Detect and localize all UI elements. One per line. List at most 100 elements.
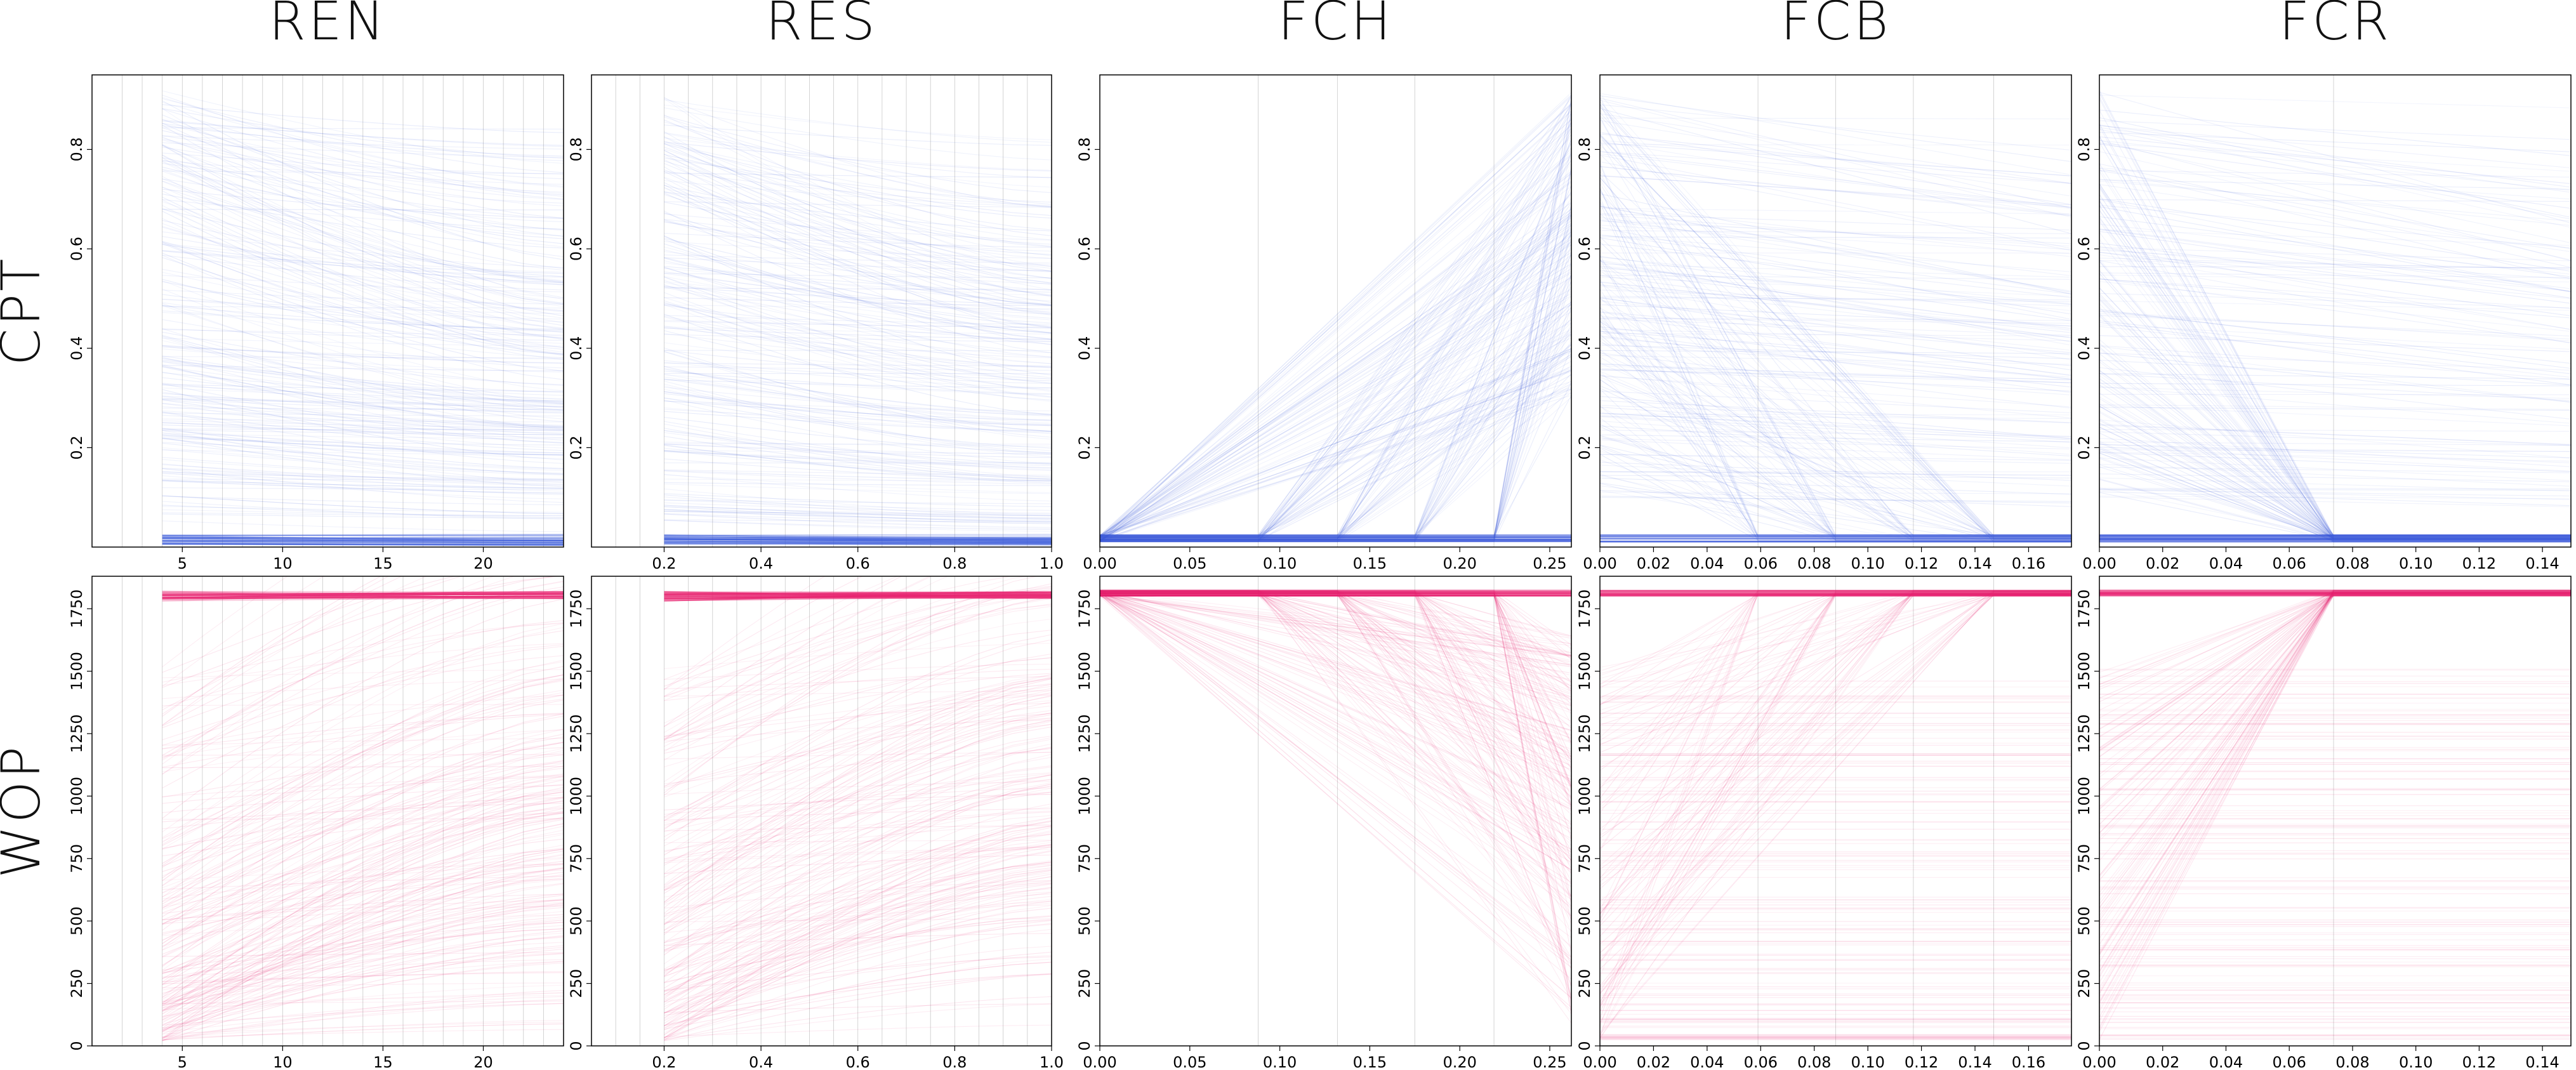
y-tick-label: 1500 xyxy=(1076,652,1093,690)
series-line xyxy=(2099,593,2571,876)
series-line xyxy=(664,781,1052,795)
series-line xyxy=(2099,347,2571,540)
series-line xyxy=(664,430,1052,465)
series-line xyxy=(664,536,1052,542)
series-line xyxy=(162,798,564,849)
series-line xyxy=(2099,393,2571,395)
series-line xyxy=(1600,454,2071,541)
series-line xyxy=(162,480,564,494)
series-line xyxy=(162,866,564,1032)
series-line xyxy=(2099,384,2571,539)
series-line xyxy=(162,689,564,864)
x-tick-label: 0.25 xyxy=(1533,555,1566,572)
series-line xyxy=(1100,591,1571,656)
series-line xyxy=(162,539,564,543)
series-line xyxy=(1600,592,2071,829)
series-line xyxy=(2099,229,2571,246)
series-line xyxy=(1600,593,2071,993)
series-line xyxy=(664,539,1052,541)
series-line xyxy=(162,810,564,1018)
series-line xyxy=(664,592,1052,596)
series-line xyxy=(162,412,564,464)
series-line xyxy=(1600,595,2071,987)
series-line xyxy=(1600,461,2071,481)
series-line xyxy=(1600,263,2071,278)
series-line xyxy=(664,511,1052,516)
series-line xyxy=(2099,352,2571,371)
series-line xyxy=(1600,106,2071,536)
series-line xyxy=(664,591,1052,600)
series-line xyxy=(664,690,1052,697)
series-line xyxy=(1100,260,1571,541)
series-line xyxy=(162,254,564,380)
series-line xyxy=(664,499,1052,511)
series-line xyxy=(1100,595,1571,873)
x-tick-label: 0.20 xyxy=(1443,555,1476,572)
series-line xyxy=(162,854,564,1008)
series-line xyxy=(1100,92,1571,539)
series-line xyxy=(664,833,1052,975)
series-line xyxy=(1100,99,1571,536)
series-line xyxy=(162,100,564,260)
series-line xyxy=(162,372,564,402)
series-line xyxy=(664,788,1052,974)
y-tick-label: 0 xyxy=(68,1041,86,1050)
series-line xyxy=(162,1020,564,1038)
series-line xyxy=(2099,117,2571,218)
series-line xyxy=(1100,104,1571,537)
series-line xyxy=(1100,386,1571,541)
series-line xyxy=(2099,451,2571,462)
series-line xyxy=(162,430,564,454)
series-line xyxy=(2099,458,2571,540)
series-line xyxy=(664,576,930,741)
series-line xyxy=(664,595,1052,599)
series-line xyxy=(664,861,1052,977)
series-line xyxy=(162,644,564,741)
series-line xyxy=(664,243,1052,334)
series-line xyxy=(1100,242,1571,541)
series-line xyxy=(1100,307,1571,542)
series-line xyxy=(2099,591,2571,703)
series-line xyxy=(1100,590,1571,924)
series-line xyxy=(2099,315,2571,337)
x-tick-label: 0.00 xyxy=(1083,1053,1116,1070)
series-line xyxy=(664,869,1052,992)
series-line xyxy=(664,276,1052,329)
series-line xyxy=(664,423,1052,478)
series-line xyxy=(162,435,564,456)
series-line xyxy=(664,400,1052,421)
series-line xyxy=(2099,594,2571,750)
series-line xyxy=(1100,593,1571,1004)
series-line xyxy=(664,297,1052,307)
series-line xyxy=(664,595,1052,597)
series-line xyxy=(1600,318,2071,537)
series-line xyxy=(664,815,1052,890)
series-line xyxy=(1600,206,2071,294)
series-line xyxy=(162,674,564,845)
series-line xyxy=(664,187,1052,346)
series-line xyxy=(664,442,1052,447)
series-line xyxy=(2099,246,2571,330)
series-line xyxy=(1600,220,2071,277)
grid-lines xyxy=(1757,576,1994,1046)
series-line xyxy=(2099,463,2571,487)
series-line xyxy=(1600,236,2071,239)
series-line xyxy=(664,99,1052,143)
series-line xyxy=(1100,593,1571,687)
series-line xyxy=(1100,350,1571,536)
series-line xyxy=(1100,388,1571,537)
series-line xyxy=(162,812,564,857)
series-line xyxy=(664,378,1052,417)
series-line xyxy=(1600,593,2071,923)
series-line xyxy=(1600,319,2071,540)
series-line xyxy=(162,961,564,1003)
series-line xyxy=(162,659,564,882)
series-line xyxy=(162,906,564,924)
series-line xyxy=(2099,489,2571,500)
series-line xyxy=(162,861,564,989)
series-line xyxy=(1100,223,1571,536)
x-tick-label: 0.02 xyxy=(2146,555,2179,572)
series-line xyxy=(162,340,564,405)
series-line xyxy=(2099,593,2571,757)
series-line xyxy=(162,127,564,129)
